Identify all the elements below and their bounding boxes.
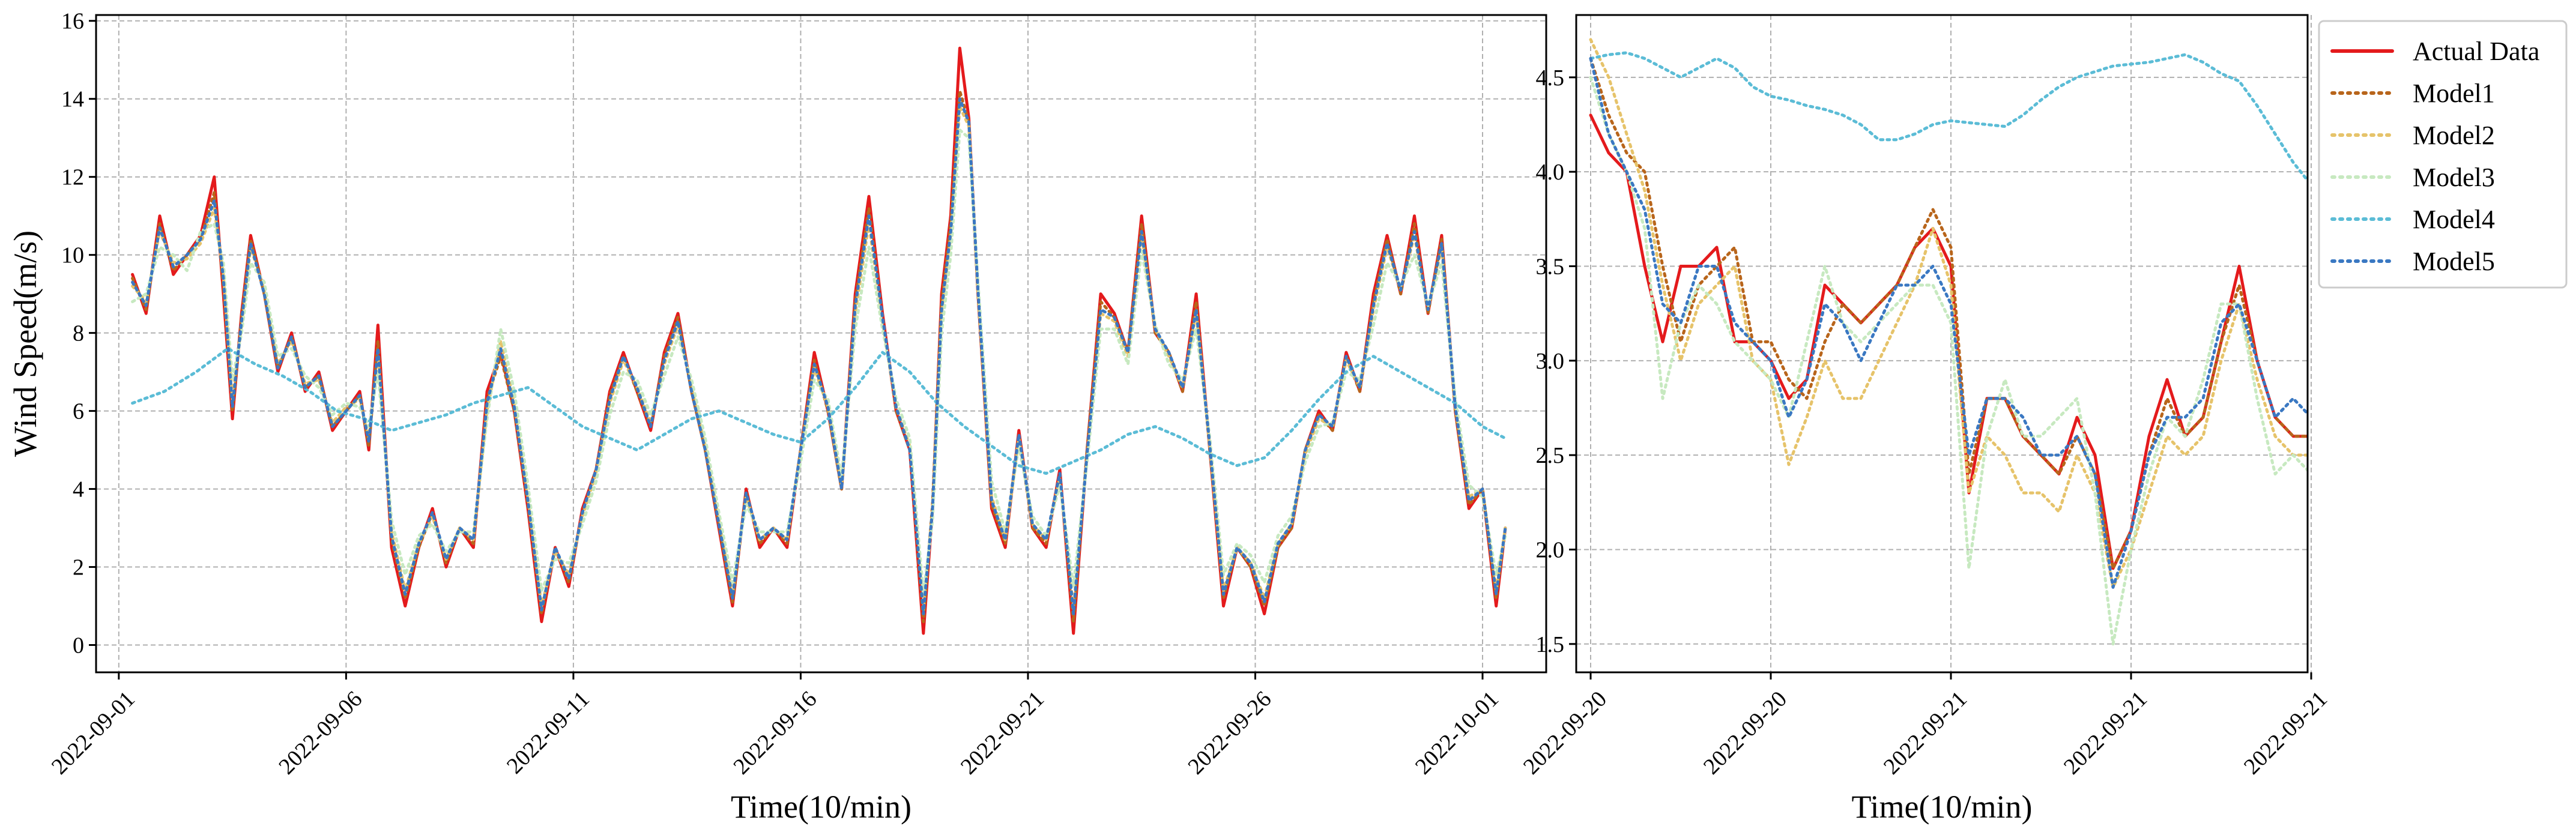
- x-axis-label: Time(10/min): [1851, 789, 2032, 825]
- y-tick-label: 0: [73, 633, 84, 659]
- plot-frame: [1575, 14, 2309, 674]
- y-tick-label: 4.5: [1536, 65, 1565, 91]
- series-line-model3: [1589, 76, 2308, 646]
- y-tick-label: 2: [73, 555, 84, 580]
- legend-label-model5: Model5: [2413, 247, 2495, 276]
- y-tick-label: 1.5: [1536, 632, 1565, 657]
- plot-frame: [95, 14, 1547, 674]
- legend-label-model4: Model4: [2413, 205, 2495, 234]
- legend-label-model3: Model3: [2413, 163, 2495, 192]
- x-axis-label: Time(10/min): [731, 789, 912, 825]
- series-line-model1: [1589, 56, 2308, 570]
- legend-label-model2: Model2: [2413, 121, 2495, 150]
- y-tick-label: 3.5: [1536, 254, 1565, 279]
- series-group: [1589, 38, 2308, 646]
- series-line-model5: [1589, 56, 2308, 589]
- chart-legend: Actual Data Model1 Model2 Model3 Model4 Model…: [2318, 20, 2568, 289]
- y-tick-label: 3.0: [1536, 349, 1565, 374]
- y-axis-label: Wind Speed(m/s): [7, 231, 43, 457]
- series-line-model2: [1589, 38, 2308, 589]
- y-tick-label: 10: [61, 243, 84, 268]
- y-tick-label: 4: [73, 477, 84, 502]
- legend-label-actual-data: Actual Data: [2413, 37, 2539, 66]
- y-tick-label: 6: [73, 399, 84, 424]
- series-line-model5: [131, 97, 1507, 615]
- y-tick-label: 14: [61, 87, 84, 112]
- y-tick-label: 12: [61, 165, 84, 190]
- y-tick-label: 2.5: [1536, 443, 1565, 468]
- y-tick-label: 8: [73, 321, 84, 346]
- series-line-model4: [131, 347, 1507, 475]
- series-line-model4: [1589, 51, 2308, 183]
- y-tick-label: 16: [61, 9, 84, 34]
- y-tick-label: 4.0: [1536, 160, 1565, 185]
- y-tick-label: 2.0: [1536, 537, 1565, 562]
- series-group: [131, 46, 1507, 635]
- legend-label-model1: Model1: [2413, 79, 2495, 108]
